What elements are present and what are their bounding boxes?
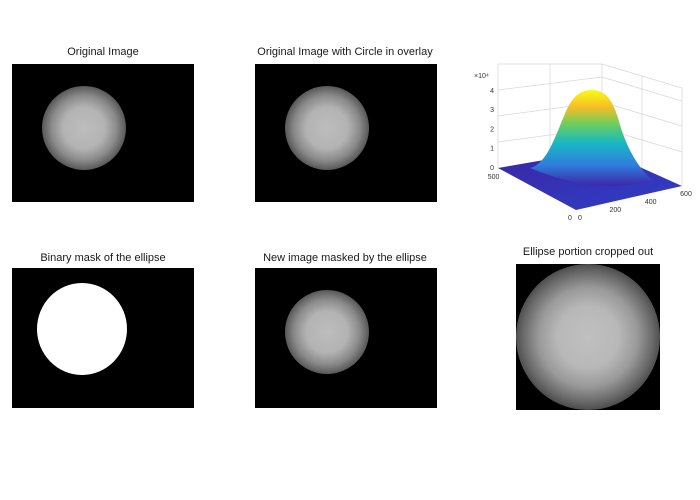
panel-title: Original Image [67,46,139,58]
y-tick-label: 0 [568,215,572,222]
masked-image [255,268,437,408]
mask-disc [37,283,127,375]
gaussian-blob [285,86,369,170]
x-tick-label: 600 [680,191,692,198]
surface-chart: 0 1 2 3 4 ×10⁴ 0 200 400 600 0 500 [474,63,692,222]
y-axis-ticks: 0 500 [488,174,572,222]
panel-original-overlay: Original Image with Circle in overlay [240,46,450,202]
panel-masked-image: New image masked by the ellipse [240,252,450,408]
original-image [12,64,194,202]
panel-surface-plot: 0 1 2 3 4 ×10⁴ 0 200 400 600 0 500 [468,60,700,230]
gaussian-blob [42,86,126,170]
panel-title: New image masked by the ellipse [263,252,427,264]
overlay-image [255,64,437,202]
z-tick-label: 3 [490,107,494,114]
x-axis-ticks: 0 200 400 600 [578,191,692,222]
z-tick-label: 1 [490,146,494,153]
binary-mask-image [12,268,194,408]
z-axis-ticks: 0 1 2 3 4 [490,88,494,172]
gaussian-blob [285,290,369,374]
cropped-image [516,264,660,410]
z-tick-label: 4 [490,88,494,95]
y-tick-label: 500 [488,174,500,181]
panel-binary-mask: Binary mask of the ellipse [12,252,194,408]
panel-title: Original Image with Circle in overlay [257,46,433,58]
panel-title: Binary mask of the ellipse [40,252,166,264]
x-tick-label: 0 [578,215,582,222]
panel-cropped: Ellipse portion cropped out [500,246,676,412]
panel-original-image: Original Image [12,46,194,202]
z-tick-label: 0 [490,165,494,172]
x-tick-label: 400 [645,199,657,206]
z-exponent-label: ×10⁴ [474,73,489,80]
cropped-blob [516,264,660,410]
z-tick-label: 2 [490,126,494,133]
surface-peak [530,90,652,186]
x-tick-label: 200 [609,207,621,214]
panel-title: Ellipse portion cropped out [522,246,654,258]
